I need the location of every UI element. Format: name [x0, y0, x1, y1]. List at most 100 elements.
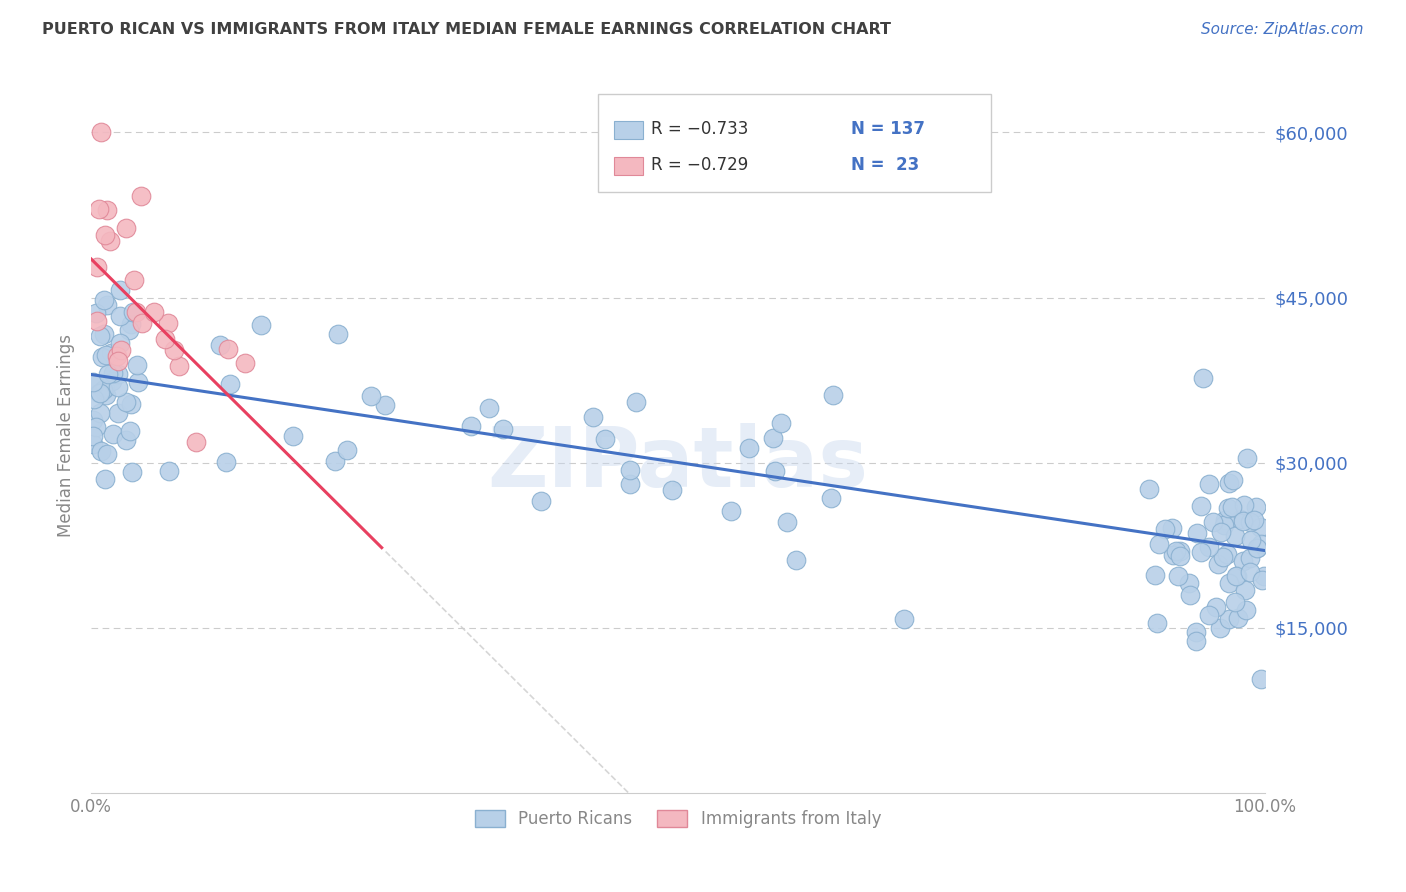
Point: [82, 436, 104, 450]
Point: [1216, 500, 1239, 515]
Text: PUERTO RICAN VS IMMIGRANTS FROM ITALY MEDIAN FEMALE EARNINGS CORRELATION CHART: PUERTO RICAN VS IMMIGRANTS FROM ITALY ME…: [42, 22, 891, 37]
Point: [785, 553, 807, 567]
Point: [1232, 554, 1254, 568]
Point: [124, 304, 146, 318]
Point: [1233, 498, 1256, 512]
Point: [1185, 633, 1208, 648]
Point: [155, 331, 177, 345]
Point: [89, 328, 111, 343]
Point: [1218, 475, 1240, 490]
Point: [214, 455, 236, 469]
Point: [94, 388, 117, 402]
Point: [1212, 518, 1234, 533]
Point: [157, 316, 180, 330]
Point: [125, 358, 148, 372]
Point: [582, 410, 605, 425]
Text: Source: ZipAtlas.com: Source: ZipAtlas.com: [1201, 22, 1364, 37]
Point: [893, 612, 915, 626]
Point: [1213, 513, 1236, 527]
Text: R = −0.729: R = −0.729: [651, 156, 748, 174]
Point: [661, 483, 683, 498]
Point: [1229, 512, 1251, 526]
Point: [103, 366, 125, 380]
Point: [96, 298, 118, 312]
Point: [1218, 575, 1240, 590]
Point: [1243, 513, 1265, 527]
Point: [90, 444, 112, 458]
Point: [1250, 573, 1272, 587]
Point: [1239, 565, 1261, 579]
Point: [1144, 567, 1167, 582]
Point: [105, 350, 128, 364]
Text: N = 137: N = 137: [851, 120, 925, 138]
Point: [1168, 544, 1191, 558]
Point: [89, 406, 111, 420]
Text: ZIPatlas: ZIPatlas: [488, 423, 869, 504]
Point: [762, 431, 785, 445]
Point: [1216, 547, 1239, 561]
Point: [82, 375, 104, 389]
Point: [110, 343, 132, 357]
Point: [1234, 602, 1257, 616]
Point: [1250, 672, 1272, 686]
Point: [98, 234, 121, 248]
Point: [1218, 612, 1240, 626]
Point: [720, 504, 742, 518]
Point: [1239, 551, 1261, 566]
Point: [1209, 622, 1232, 636]
Point: [250, 318, 273, 333]
Point: [115, 433, 138, 447]
Point: [336, 442, 359, 457]
Point: [323, 453, 346, 467]
Point: [83, 377, 105, 392]
Point: [1189, 499, 1212, 513]
Point: [1211, 524, 1233, 539]
Point: [233, 356, 256, 370]
Point: [208, 338, 231, 352]
Point: [86, 306, 108, 320]
Point: [167, 359, 190, 373]
Point: [89, 385, 111, 400]
Point: [820, 491, 842, 506]
Point: [1250, 536, 1272, 550]
Point: [86, 314, 108, 328]
Point: [127, 375, 149, 389]
Point: [89, 202, 111, 216]
Point: [1191, 371, 1213, 385]
Point: [1164, 543, 1187, 558]
Point: [1137, 482, 1160, 496]
Point: [1168, 549, 1191, 563]
Point: [96, 447, 118, 461]
Point: [770, 416, 793, 430]
Point: [1147, 537, 1170, 551]
Point: [122, 305, 145, 319]
Point: [108, 310, 131, 324]
Text: R = −0.733: R = −0.733: [651, 120, 748, 138]
Point: [121, 465, 143, 479]
Point: [1227, 611, 1250, 625]
Point: [1236, 451, 1258, 466]
Point: [162, 343, 184, 357]
Point: [96, 202, 118, 217]
Point: [120, 424, 142, 438]
Point: [478, 401, 501, 416]
Point: [97, 367, 120, 381]
Point: [1234, 582, 1257, 597]
Point: [142, 305, 165, 319]
Point: [218, 377, 240, 392]
Point: [107, 380, 129, 394]
Legend: Puerto Ricans, Immigrants from Italy: Puerto Ricans, Immigrants from Italy: [468, 803, 889, 834]
Point: [624, 395, 647, 409]
Point: [1202, 515, 1225, 529]
Point: [460, 418, 482, 433]
Point: [131, 189, 153, 203]
Point: [763, 464, 786, 478]
Point: [184, 435, 207, 450]
Point: [1246, 541, 1268, 556]
Point: [1185, 525, 1208, 540]
Point: [1205, 599, 1227, 614]
Point: [1232, 514, 1254, 528]
Point: [84, 420, 107, 434]
Point: [107, 367, 129, 381]
Point: [1212, 549, 1234, 564]
